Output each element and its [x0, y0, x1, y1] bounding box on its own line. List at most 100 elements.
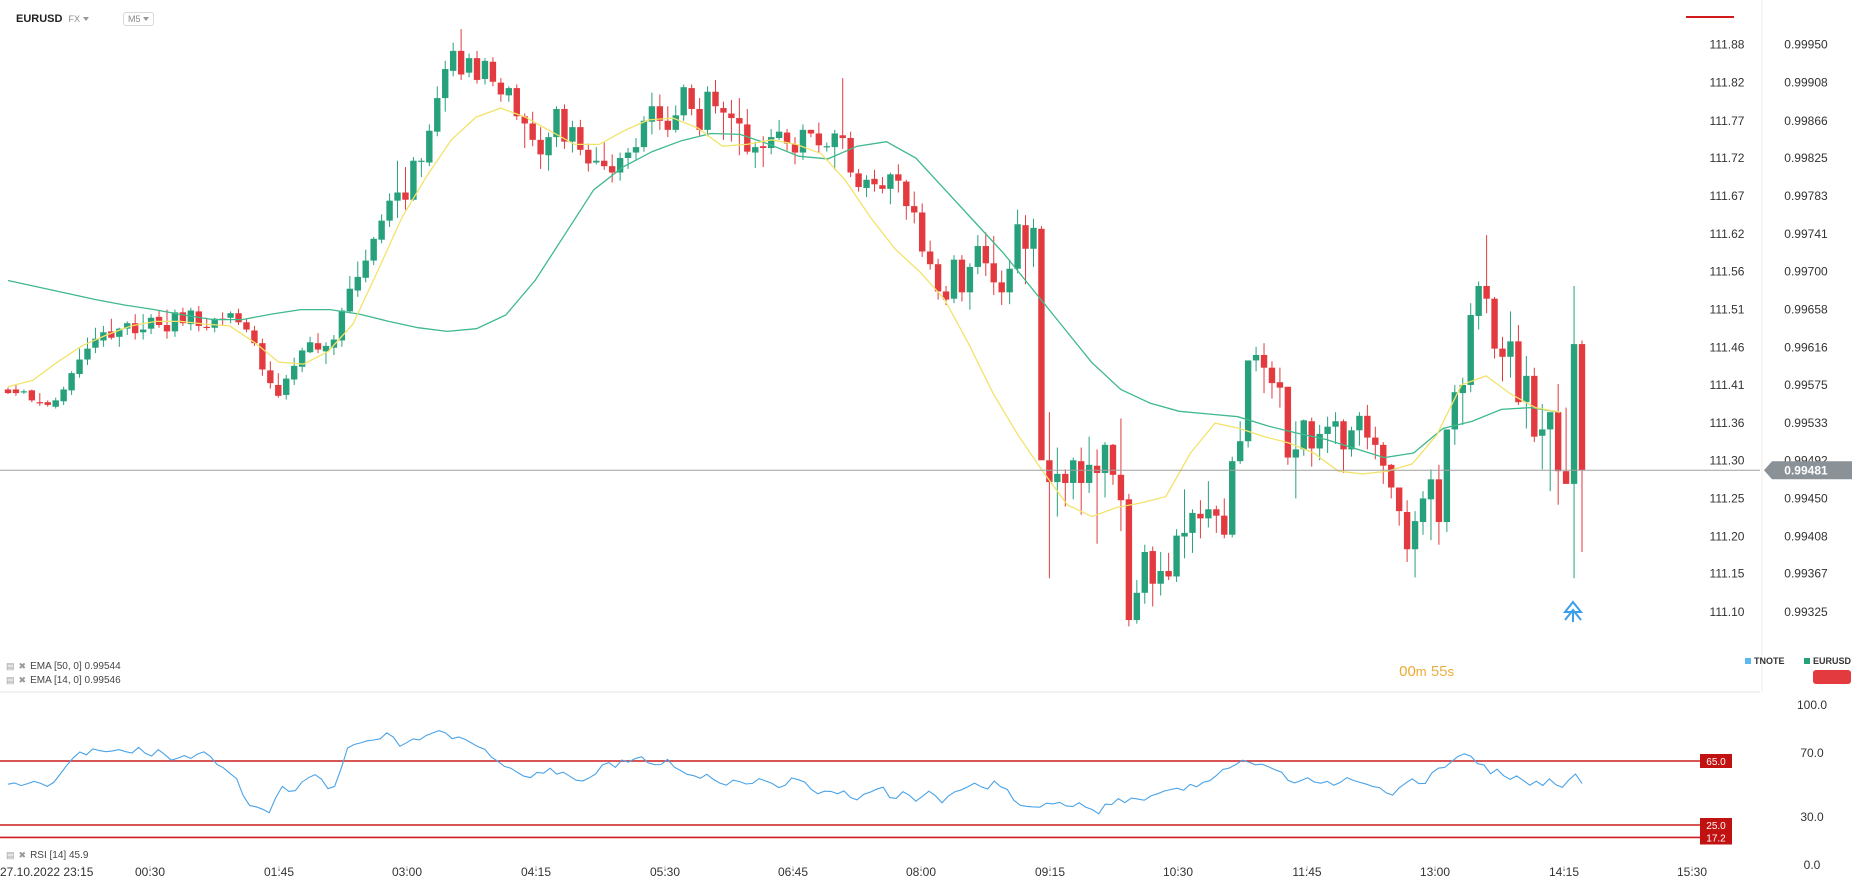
candle-body [108, 331, 115, 338]
candle-body [243, 322, 250, 330]
candle-body [84, 348, 91, 360]
candle-body [990, 263, 997, 283]
price-tick-label: 0.99700 [1784, 264, 1828, 278]
market-type[interactable]: FX [68, 14, 89, 24]
candle-body [664, 120, 672, 130]
candle-body [1006, 268, 1013, 293]
candle-body [720, 108, 727, 113]
candle-body [736, 118, 743, 124]
ema50-indicator: ▤ ✖ EMA [50, 0] 0.99544 [6, 661, 121, 672]
close-icon[interactable]: ✖ [18, 675, 27, 685]
candle-body [1221, 515, 1228, 535]
candle-body [783, 132, 791, 144]
candle-body [1022, 225, 1029, 249]
price-tick-label: 111.25 [1710, 491, 1745, 505]
candle-body [28, 390, 36, 401]
candle-body [918, 212, 926, 252]
candle-body [688, 88, 695, 109]
settings-icon[interactable]: ▤ [6, 850, 15, 860]
legend-eurusd[interactable]: EURUSD [1804, 656, 1851, 666]
ema14-line [7, 107, 1561, 518]
price-axis-right: 0.99950 0.99908 0.99866 0.99825 0.99783 0.997… [1761, 0, 1828, 692]
close-icon[interactable]: ✖ [18, 850, 27, 860]
tnote-label: TNOTE [1754, 656, 1785, 666]
candle-body [799, 129, 807, 153]
candle-body [1539, 429, 1546, 436]
buy-arrow-icon[interactable] [1562, 600, 1584, 622]
rsi-line [7, 730, 1583, 815]
candle-body [410, 160, 417, 200]
time-tick-label: 09:15 [1035, 865, 1065, 879]
candle-body [44, 402, 51, 405]
candle-body [131, 323, 139, 334]
candle-body [656, 106, 664, 121]
timer-m-suffix: m [1415, 664, 1427, 679]
timeframe-select[interactable]: M5 [122, 12, 155, 26]
price-tick-label: 111.88 [1710, 38, 1745, 52]
candle-body [1419, 498, 1427, 523]
candle-body [36, 402, 43, 404]
candle-body [402, 192, 409, 200]
candle-body [728, 113, 735, 119]
candle-body [1403, 512, 1411, 550]
candle-body [1451, 392, 1459, 430]
candle-body [911, 206, 918, 213]
candle-body [791, 144, 799, 153]
candle-body [1459, 384, 1466, 394]
candle-body [116, 328, 123, 337]
candle-body [1252, 354, 1260, 361]
eurusd-swatch [1804, 658, 1810, 664]
time-tick-label: 13:00 [1420, 865, 1450, 879]
price-tick-label: 111.46 [1710, 341, 1745, 355]
candle-body [934, 264, 942, 292]
candle-body [1340, 421, 1347, 450]
candle-body [608, 166, 616, 173]
candle-body [632, 147, 640, 153]
candle-body [235, 313, 242, 323]
candle-body [505, 88, 513, 96]
candle-body [958, 259, 966, 293]
candle-body [1411, 521, 1419, 550]
time-tick-label: 14:15 [1549, 865, 1579, 879]
time-tick-label: 06:45 [778, 865, 808, 879]
settings-icon[interactable]: ▤ [6, 675, 15, 685]
candle-body [124, 323, 131, 329]
candle-body [449, 50, 457, 71]
candle-body [1284, 386, 1292, 458]
candle-body [712, 91, 719, 107]
sell-button[interactable] [1813, 670, 1851, 684]
candle-body [1427, 479, 1435, 500]
candle-body [1515, 341, 1522, 403]
settings-icon[interactable]: ▤ [6, 661, 15, 671]
candle-body [60, 389, 67, 402]
candle-body [767, 137, 775, 149]
legend-tnote[interactable]: TNOTE [1745, 656, 1785, 666]
timeframe-label: M5 [127, 14, 141, 24]
candle-body [1570, 344, 1578, 484]
candle-body [434, 98, 441, 132]
candle-body [139, 329, 147, 333]
candle-body [1475, 285, 1482, 316]
candle-body [1324, 426, 1331, 434]
price-tick-label: 111.77 [1710, 114, 1745, 128]
candle-body [1483, 285, 1490, 299]
price-tick-label: 0.99741 [1784, 227, 1828, 241]
candle-body [1093, 465, 1101, 473]
candle-body [624, 152, 632, 158]
candle-body [1165, 571, 1172, 577]
candle-body [1173, 535, 1180, 577]
candle-body [601, 160, 608, 167]
candle-body [275, 384, 282, 396]
candle-body [561, 108, 568, 142]
candle-body [1356, 415, 1363, 431]
close-icon[interactable]: ✖ [18, 661, 27, 671]
candle-body [267, 370, 274, 384]
candle-body [871, 178, 878, 185]
chevron-down-icon [143, 17, 150, 21]
candle-body [1133, 592, 1141, 621]
price-tick-label: 0.99325 [1784, 605, 1828, 619]
symbol-label[interactable]: EURUSD [16, 13, 63, 25]
candle-body [1181, 532, 1188, 537]
eurusd-label: EURUSD [1813, 656, 1852, 666]
